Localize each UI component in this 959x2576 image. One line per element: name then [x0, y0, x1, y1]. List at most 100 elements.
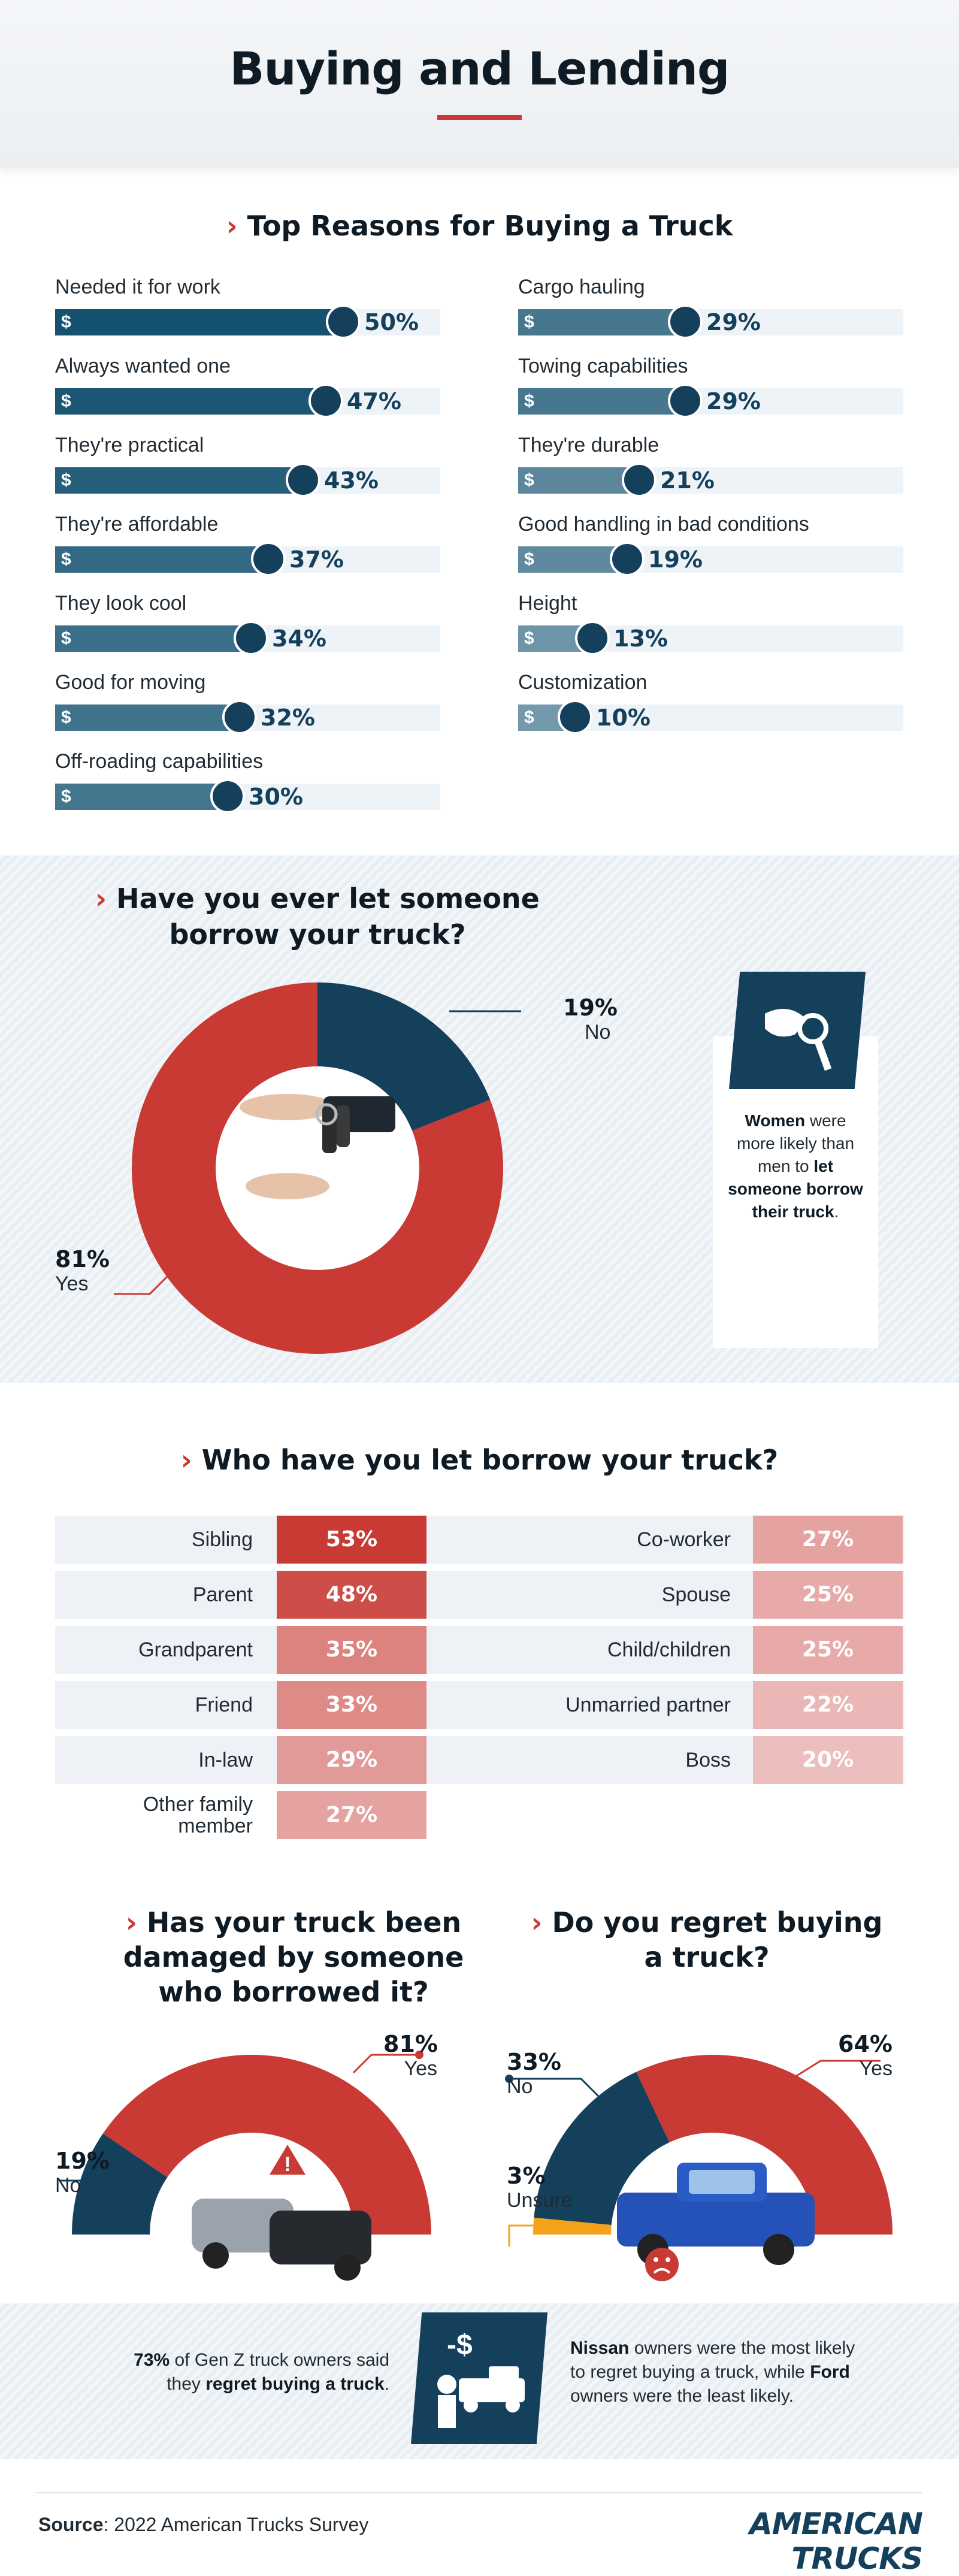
bar-value-label: 21%: [660, 467, 715, 494]
borrow-donut-chart: [114, 982, 521, 1354]
truck-icon: [610, 542, 645, 576]
table-row-label: Co-worker: [637, 1528, 731, 1551]
leader-dot: [415, 2051, 423, 2059]
dollar-icon: $: [524, 549, 534, 569]
chevron-right-icon: ›: [531, 1906, 543, 1939]
bar-value-label: 29%: [706, 388, 761, 415]
damaged-no-label: 19% No: [55, 2148, 110, 2197]
source-line: Source: 2022 American Trucks Survey: [38, 2514, 369, 2535]
damaged-halfdonut-chart: !: [60, 2051, 431, 2281]
leader-line: [114, 1275, 169, 1295]
table-row-label: Sibling: [191, 1528, 253, 1551]
bar-category-label: They're affordable: [55, 513, 219, 536]
damaged-yes-label: 81% Yes: [383, 2031, 438, 2080]
bar: $: [55, 309, 344, 335]
chevron-right-icon: ›: [180, 1444, 192, 1476]
dollar-icon: $: [61, 549, 71, 569]
truck-icon: [234, 621, 268, 655]
bar-track: $19%: [518, 542, 903, 576]
table-row-value: 48%: [277, 1571, 426, 1619]
who-title: › Who have you let borrow your truck?: [180, 1444, 779, 1476]
bar-value-label: 47%: [347, 388, 401, 415]
table-row-label: Spouse: [661, 1583, 731, 1606]
bar: $: [55, 784, 228, 810]
table-row-value: 33%: [277, 1681, 426, 1729]
arc-segment-no: [72, 2133, 168, 2235]
bar: $: [518, 467, 640, 494]
bar-category-label: They're durable: [518, 434, 659, 456]
table-row-value: 25%: [753, 1571, 903, 1619]
table-row-label: Unmarried partner: [565, 1694, 731, 1716]
bar: $: [518, 309, 686, 335]
bar-value-label: 29%: [706, 309, 761, 335]
arc-segment-yes: [636, 2055, 893, 2235]
bar: $: [55, 546, 269, 573]
bar-track: $13%: [518, 621, 903, 655]
arc-segment-unsure: [533, 2217, 612, 2235]
bar-track: $50%: [55, 304, 440, 339]
header-band: [0, 0, 959, 168]
dollar-icon: $: [61, 391, 71, 411]
bar-track: $34%: [55, 621, 440, 655]
bar: $: [55, 625, 252, 652]
dollar-icon: $: [524, 391, 534, 411]
leader-line: [508, 2224, 534, 2247]
bar: $: [518, 388, 686, 415]
bar-category-label: Height: [518, 592, 577, 615]
table-row-value: 22%: [753, 1681, 903, 1729]
truck-icon: [622, 462, 657, 497]
keys-hand-illustration: [240, 1094, 395, 1199]
regret-no-label: 33% No: [507, 2049, 561, 2098]
bar-category-label: Good for moving: [55, 671, 206, 694]
table-row-label: Boss: [685, 1749, 731, 1771]
bar-category-label: Off-roading capabilities: [55, 750, 264, 773]
truck-icon: [326, 304, 361, 339]
bar-track: $21%: [518, 462, 903, 497]
leader-line: [352, 2054, 419, 2074]
borrow-no-label: 19% No: [563, 994, 618, 1044]
dollar-icon: $: [61, 312, 71, 332]
bar-value-label: 30%: [249, 784, 303, 810]
leader-line: [509, 2078, 600, 2098]
dollar-icon: $: [61, 787, 71, 806]
bar-category-label: Needed it for work: [55, 276, 220, 298]
table-row-value: 27%: [277, 1791, 426, 1839]
truck-icon: [286, 462, 320, 497]
page-title: Buying and Lending: [229, 42, 730, 95]
bar-category-label: Good handling in bad conditions: [518, 513, 809, 536]
leader-dot: [505, 2075, 513, 2083]
bar-track: $32%: [55, 700, 440, 734]
bar-track: $30%: [55, 779, 440, 814]
chevron-right-icon: ›: [95, 882, 107, 915]
crashed-cars-illustration: !: [192, 2145, 371, 2281]
bar: $: [518, 546, 628, 573]
leader-dot: [122, 2176, 130, 2185]
bar-category-label: Towing capabilities: [518, 355, 688, 377]
truck-icon: [222, 700, 257, 734]
dollar-icon: $: [61, 708, 71, 727]
key-hand-icon-tile: [729, 972, 866, 1089]
dollar-icon: $: [61, 470, 71, 490]
bar-value-label: 37%: [289, 546, 344, 573]
bar-category-label: They look cool: [55, 592, 187, 615]
chevron-right-icon: ›: [226, 210, 238, 242]
regret-unsure-label: 3% Unsure: [507, 2163, 573, 2212]
table-row-value: 25%: [753, 1626, 903, 1674]
footer-divider: [36, 2492, 922, 2493]
table-row-label: Grandparent: [138, 1638, 253, 1661]
bar-track: $29%: [518, 383, 903, 418]
table-row-value: 29%: [277, 1736, 426, 1784]
table-row-label: Other family member: [143, 1793, 253, 1837]
truck-icon: [575, 621, 610, 655]
chevron-right-icon: ›: [125, 1906, 137, 1939]
damaged-title: › Has your truck been damaged by someone …: [123, 1906, 464, 2008]
bar-value-label: 32%: [261, 705, 315, 731]
bar-track: $10%: [518, 700, 903, 734]
bar-track: $47%: [55, 383, 440, 418]
bar: $: [55, 388, 326, 415]
dollar-icon: $: [524, 628, 534, 648]
title-underline: [437, 115, 522, 120]
bar-value-label: 34%: [272, 625, 326, 652]
bar-value-label: 50%: [364, 309, 419, 335]
bar-track: $29%: [518, 304, 903, 339]
